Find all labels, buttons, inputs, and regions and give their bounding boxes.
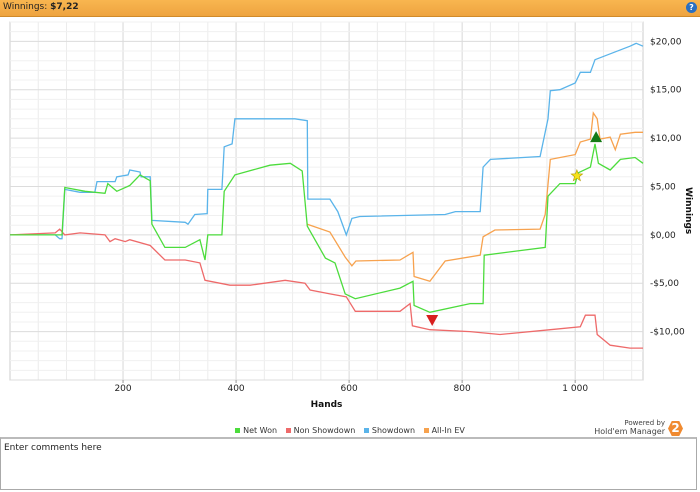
help-icon[interactable]: ? bbox=[686, 2, 697, 13]
y-tick-label: $0,00 bbox=[650, 231, 676, 241]
powered-by-text: Powered by bbox=[624, 419, 665, 427]
legend-all-in-ev[interactable]: All-In EV bbox=[423, 426, 465, 435]
winnings-summary: Winnings: $7,22 bbox=[3, 2, 79, 12]
plot-area bbox=[9, 21, 644, 381]
legend-label: All-In EV bbox=[431, 426, 465, 435]
triangle-up-marker-icon bbox=[590, 131, 603, 143]
x-tick-label: 800 bbox=[454, 384, 471, 394]
y-tick-label: $10,00 bbox=[650, 134, 682, 144]
series-line-showdown bbox=[10, 42, 644, 240]
legend-non-showdown[interactable]: Non Showdown bbox=[285, 426, 356, 435]
comments-placeholder: Enter comments here bbox=[4, 443, 102, 453]
holdem-manager-logo: Powered by Hold'em Manager 2 bbox=[594, 419, 685, 441]
hm2-badge-icon: 2 bbox=[668, 421, 683, 436]
triangle-down-marker-icon bbox=[426, 315, 439, 327]
legend-label: Showdown bbox=[371, 426, 416, 435]
y-tick-label: $20,00 bbox=[650, 37, 682, 47]
legend-swatch bbox=[363, 428, 369, 433]
legend-swatch bbox=[423, 428, 429, 433]
legend-net-won[interactable]: Net Won bbox=[235, 426, 277, 435]
y-tick-label: -$5,00 bbox=[650, 279, 679, 289]
chart-legend: Net Won Non Showdown Showdown All-In EV bbox=[0, 426, 700, 435]
x-axis-title: Hands bbox=[311, 400, 343, 410]
legend-swatch bbox=[285, 428, 291, 433]
y-axis-title: Winnings bbox=[683, 187, 693, 234]
x-tick-label: 200 bbox=[114, 384, 131, 394]
y-tick-label: $5,00 bbox=[650, 182, 676, 192]
x-tick-label: 1 000 bbox=[562, 384, 588, 394]
winnings-chart: 200 400 600 800 1 000 $20,00 $15,00 $10,00 $5,00… bbox=[9, 21, 693, 410]
winnings-header: Winnings: $7,22 ? bbox=[0, 0, 700, 17]
winnings-label: Winnings: bbox=[3, 2, 48, 12]
legend-swatch bbox=[235, 428, 241, 433]
y-tick-label: -$10,00 bbox=[650, 328, 685, 338]
legend-showdown[interactable]: Showdown bbox=[363, 426, 416, 435]
x-tick-label: 600 bbox=[341, 384, 358, 394]
star-marker-icon bbox=[570, 168, 584, 182]
comments-textarea[interactable]: Enter comments here bbox=[0, 437, 697, 490]
y-tick-label: $15,00 bbox=[650, 86, 682, 96]
series-line-all-in-ev bbox=[307, 111, 643, 283]
x-tick-label: 400 bbox=[227, 384, 244, 394]
winnings-value: $7,22 bbox=[50, 2, 79, 12]
series-line-non-showdown bbox=[9, 228, 643, 349]
legend-label: Net Won bbox=[243, 426, 278, 435]
legend-label: Non Showdown bbox=[293, 426, 356, 435]
brand-name: Hold'em Manager bbox=[594, 427, 665, 436]
